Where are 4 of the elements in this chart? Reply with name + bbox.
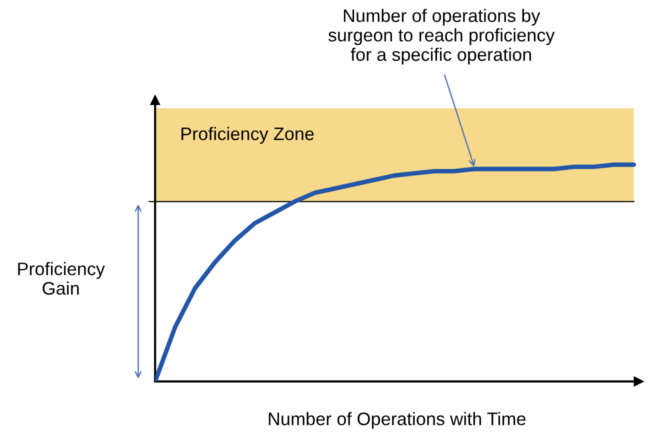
text: Number of operations by surgeon to reach proficiency for a specific operation [328,8,555,65]
band-label: Proficiency Zone [182,126,314,144]
x-axis-title: Number of Operations with Time [268,412,526,429]
y-axis-title: Proficiency Gain [18,262,105,295]
